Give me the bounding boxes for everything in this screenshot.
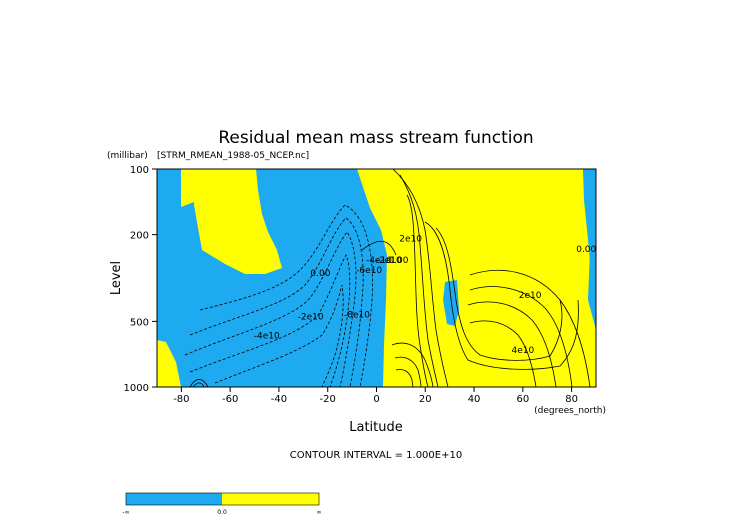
y-tick-label: 500 <box>130 317 149 328</box>
contour-label: -4e10 <box>254 332 280 342</box>
positive-region-upper-left <box>181 169 282 274</box>
x-units-label: (degrees_north) <box>534 406 606 416</box>
contour-interval-text: CONTOUR INTERVAL = 1.000E+10 <box>290 450 462 461</box>
plot-area: 0.00-2e10-4e10-8e10-6e10-4e10-2e100.002e… <box>157 169 596 387</box>
negative-region-northeast <box>583 169 596 320</box>
chart-title: Residual mean mass stream function <box>218 128 533 148</box>
x-tick-label: 0 <box>373 394 379 405</box>
colorbar: -∞ 0.0 ∞ <box>122 492 322 516</box>
contour-label: 4e10 <box>511 346 534 356</box>
contour-lines <box>184 169 591 387</box>
contour-label: 0.00 <box>310 269 330 279</box>
contour-label: -2e10 <box>298 312 324 322</box>
chart-subtitle: [STRM_RMEAN_1988-05_NCEP.nc] <box>157 151 309 161</box>
x-tick-label: -20 <box>320 394 336 405</box>
colorbar-positive <box>222 493 319 505</box>
colorbar-label-zero: 0.0 <box>217 509 227 516</box>
y-axis-label: Level <box>109 261 124 295</box>
contour-label: 2e10 <box>399 234 422 244</box>
y-axis: 100 200 500 1000 <box>124 165 157 394</box>
positive-region-lower-left <box>157 340 181 387</box>
x-tick-label: 80 <box>565 394 578 405</box>
y-tick-label: 200 <box>130 231 149 242</box>
x-tick-label: -40 <box>271 394 287 405</box>
contour-label: 2e10 <box>519 291 542 301</box>
x-tick-label: -60 <box>222 394 238 405</box>
contour-label: -4e10 <box>366 256 392 266</box>
contour-label: 0.00 <box>388 256 408 266</box>
colorbar-label-max: ∞ <box>317 509 322 516</box>
y-tick-label: 1000 <box>124 383 149 394</box>
x-tick-label: 60 <box>516 394 529 405</box>
x-axis: -80 -60 -40 -20 0 20 40 60 80 <box>173 387 578 405</box>
x-tick-label: 40 <box>468 394 481 405</box>
colorbar-negative <box>126 493 222 505</box>
positive-region-north <box>357 169 596 387</box>
contour-labels: 0.00-2e10-4e10-8e10-6e10-4e10-2e100.002e… <box>254 234 596 356</box>
y-units-label: (millibar) <box>107 151 148 161</box>
x-tick-label: 20 <box>419 394 432 405</box>
contour-label: -8e10 <box>344 311 370 321</box>
contour-label: 0.00 <box>576 245 596 255</box>
y-tick-label: 100 <box>130 165 149 176</box>
colorbar-frame <box>125 492 320 506</box>
x-tick-label: -80 <box>173 394 189 405</box>
contour-label: -6e10 <box>356 266 382 276</box>
contour-label: -2e10 <box>376 256 402 266</box>
x-axis-label: Latitude <box>349 420 403 435</box>
colorbar-label-min: -∞ <box>122 509 129 516</box>
